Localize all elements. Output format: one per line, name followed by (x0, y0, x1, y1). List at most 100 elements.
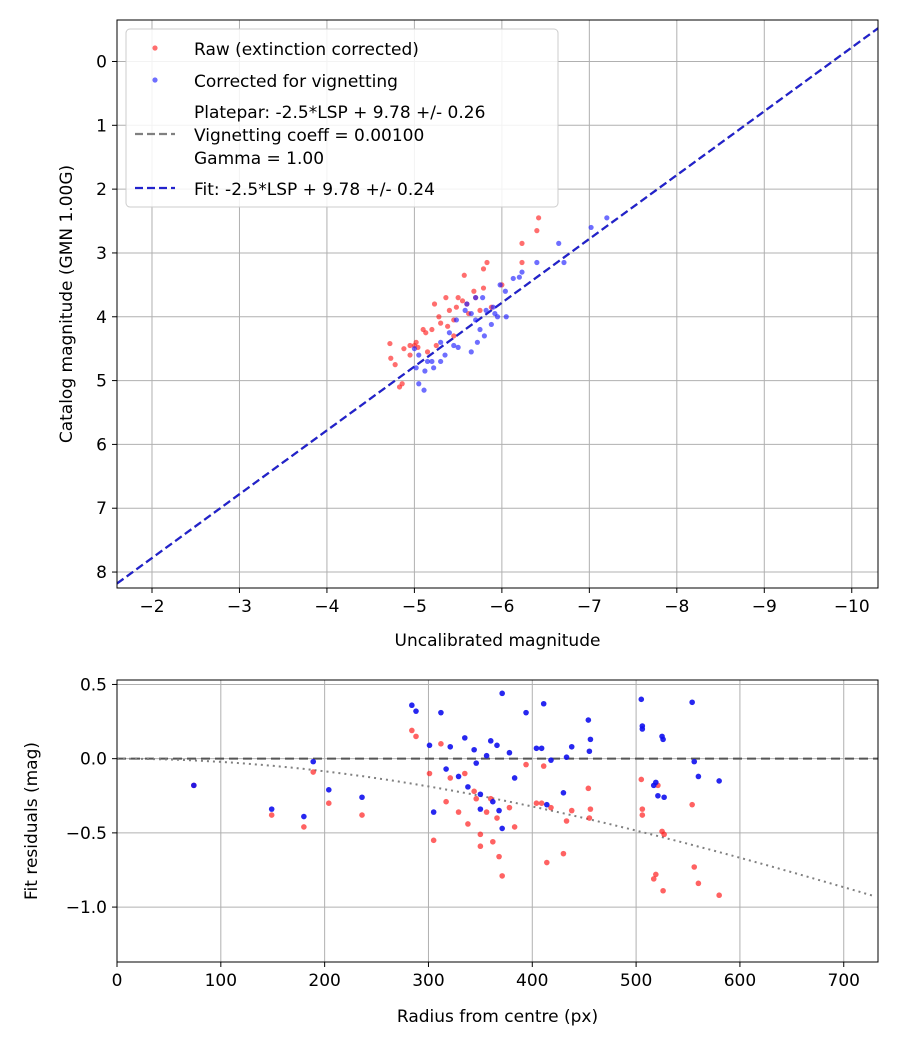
raw-series (387, 215, 542, 390)
corrected-point (359, 794, 365, 801)
corrected-point (301, 813, 307, 820)
raw-point (461, 770, 468, 777)
raw-point (359, 812, 365, 818)
raw-point (660, 887, 666, 894)
x-tick-label: 600 (724, 971, 756, 991)
corrected-point (483, 307, 489, 313)
y-tick-label: 7 (96, 499, 107, 519)
x-tick-label: −2 (139, 597, 164, 617)
corrected-point (461, 735, 468, 741)
corrected-point (481, 333, 487, 339)
raw-point (586, 815, 593, 821)
raw-point (661, 831, 667, 838)
corrected-point (446, 330, 452, 336)
corrected-point (655, 792, 661, 799)
x-tick-label: 200 (308, 971, 340, 991)
raw-point (387, 340, 393, 347)
corrected-point (474, 339, 480, 345)
corrected-point (638, 696, 645, 703)
raw-point (399, 381, 405, 387)
corrected-point (455, 344, 461, 350)
corrected-point (325, 787, 332, 793)
corrected-point (497, 282, 503, 288)
raw-point (477, 831, 484, 838)
legend-platepar-label: Platepar: -2.5*LSP + 9.78 +/- 0.26 (194, 103, 485, 123)
corrected-point (499, 825, 505, 832)
legend: Raw (extinction corrected) Corrected for … (125, 28, 559, 208)
x-axis-ticks: 0 100 200 300 400 500 600 700 (112, 962, 860, 991)
corrected-point (451, 342, 457, 349)
corrected-point (422, 368, 428, 374)
grid (116, 680, 878, 962)
corrected-point (587, 736, 594, 743)
corrected-point (560, 790, 567, 796)
raw-point (438, 320, 444, 326)
y-tick-label: 8 (96, 563, 107, 583)
y-tick-label: 5 (96, 372, 107, 392)
corrected-point (431, 365, 437, 371)
raw-point (653, 871, 659, 878)
raw-point (453, 304, 459, 310)
raw-point (473, 795, 480, 802)
corrected-point (442, 352, 448, 358)
x-tick-label: 400 (516, 971, 548, 991)
raw-point (451, 333, 457, 339)
raw-point (548, 804, 554, 811)
corrected-point (430, 809, 437, 815)
corrected-point (191, 782, 197, 789)
corrected-point (561, 259, 567, 266)
raw-point (480, 266, 487, 272)
corrected-point (492, 310, 498, 317)
raw-point (301, 824, 307, 830)
corrected-point (473, 760, 480, 766)
y-axis-label: Catalog magnitude (GMN 1.00G) (57, 165, 77, 443)
corrected-point (268, 806, 275, 812)
corrected-point (477, 326, 483, 333)
raw-point (429, 326, 435, 333)
x-tick-label: −8 (664, 597, 689, 617)
raw-point (585, 785, 592, 792)
corrected-point (453, 317, 459, 323)
raw-point (268, 812, 275, 818)
raw-point (477, 843, 484, 850)
axes-frame (116, 19, 879, 589)
y-axis-label: Fit residuals (mag) (22, 742, 42, 900)
raw-point (443, 798, 449, 805)
corrected-point (588, 224, 594, 231)
corrected-point (455, 773, 462, 780)
raw-point (534, 228, 540, 234)
corrected-point (447, 743, 454, 750)
raw-point (639, 806, 646, 812)
x-axis-ticks: −2 −3 −4 −5 −6 −7 −8 −9 −10 (139, 588, 870, 617)
raw-point (445, 323, 451, 329)
raw-point (455, 295, 461, 301)
raw-point (689, 801, 695, 808)
raw-point (431, 301, 438, 307)
corrected-point (473, 295, 479, 301)
corrected-point (477, 791, 484, 798)
raw-point (433, 342, 439, 349)
legend-box (125, 28, 559, 208)
y-tick-label: 6 (96, 435, 107, 455)
corrected-point (473, 317, 479, 323)
raw-point (430, 837, 437, 844)
raw-point (413, 339, 419, 345)
y-axis-ticks: 0.5 0.0 −0.5 −1.0 (66, 675, 117, 918)
corrected-point (548, 757, 554, 763)
raw-point (544, 859, 550, 866)
corrected-point (310, 758, 317, 765)
raw-point (639, 812, 646, 818)
corrected-point (429, 358, 435, 365)
raw-point (407, 352, 413, 358)
corrected-point (538, 745, 545, 752)
corrected-point (503, 314, 509, 320)
corrected-point (689, 699, 695, 706)
raw-point (695, 880, 702, 887)
corrected-point (416, 352, 422, 358)
y-tick-label: 0.5 (80, 675, 107, 695)
raw-point (477, 307, 483, 313)
legend-platepar-label: Vignetting coeff = 0.00100 (194, 126, 424, 146)
raw-point (447, 775, 454, 781)
corrected-point (533, 745, 540, 752)
